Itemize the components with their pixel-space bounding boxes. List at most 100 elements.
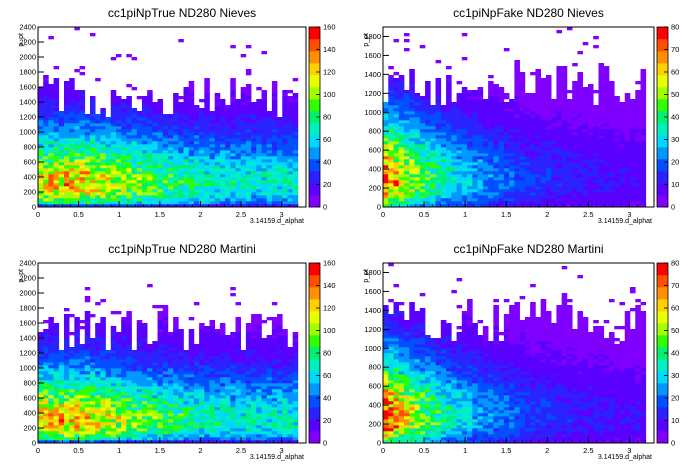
y-tick-label: 1000 — [19, 128, 36, 137]
heatmap-cell — [240, 108, 247, 112]
heatmap-cell — [38, 371, 44, 375]
heatmap-cell — [561, 135, 568, 139]
heatmap-cell — [74, 189, 80, 193]
heatmap-cell — [79, 201, 86, 205]
heatmap-cell — [566, 90, 573, 94]
heatmap-cell — [535, 81, 541, 85]
heatmap-cell — [398, 114, 405, 118]
heatmap-cell — [84, 129, 91, 133]
heatmap-cell — [619, 120, 626, 124]
heatmap-cell — [219, 174, 226, 178]
heatmap-cell — [398, 189, 405, 193]
heatmap-cell — [110, 174, 117, 178]
heatmap-cell — [157, 189, 164, 193]
heatmap-cell — [556, 75, 562, 79]
heatmap-cell — [162, 165, 169, 169]
heatmap-cell — [162, 117, 169, 121]
heatmap-cell — [282, 204, 288, 208]
heatmap-cell — [593, 117, 599, 121]
heatmap-cell — [48, 383, 54, 387]
heatmap-cell — [178, 177, 184, 181]
heatmap-cell — [121, 410, 127, 414]
heatmap-cell — [126, 311, 132, 315]
heatmap-cell — [446, 189, 452, 193]
heatmap-cell — [609, 81, 615, 85]
heatmap-cell — [136, 126, 143, 130]
heatmap-cell — [498, 96, 505, 100]
heatmap-cell — [388, 138, 394, 142]
heatmap-cell — [79, 177, 86, 181]
heatmap-cell — [446, 108, 452, 112]
heatmap-cell — [582, 144, 589, 148]
heatmap-cell — [43, 174, 49, 178]
heatmap-cell — [619, 162, 626, 166]
heatmap-cell — [131, 189, 138, 193]
heatmap-cell — [467, 120, 473, 124]
heatmap-cell — [472, 183, 478, 187]
heatmap-cell — [115, 147, 122, 151]
heatmap-cell — [115, 413, 122, 417]
heatmap-cell — [619, 177, 626, 181]
heatmap-cell — [383, 135, 389, 139]
heatmap-cell — [482, 192, 489, 196]
heatmap-cell — [204, 180, 210, 184]
heatmap-cell — [141, 171, 148, 175]
heatmap-cell — [38, 341, 44, 345]
heatmap-cell — [230, 153, 236, 157]
heatmap-cell — [530, 201, 536, 205]
heatmap-cell — [556, 84, 562, 88]
heatmap-cell — [393, 93, 400, 97]
heatmap-cell — [235, 165, 242, 169]
heatmap-cell — [204, 159, 210, 163]
heatmap-cell — [115, 347, 122, 351]
heatmap-cell — [414, 105, 421, 109]
colorbar-segment — [657, 63, 668, 76]
heatmap-cell — [199, 126, 205, 130]
heatmap-cell — [219, 138, 226, 142]
heatmap-cell — [577, 129, 584, 133]
heatmap-cell — [209, 150, 216, 154]
heatmap-cell — [551, 189, 557, 193]
heatmap-cell — [214, 171, 221, 175]
heatmap-cell — [609, 177, 615, 181]
heatmap-cell — [121, 431, 127, 435]
heatmap-cell — [121, 386, 127, 390]
heatmap-cell — [388, 159, 394, 163]
heatmap-cell — [603, 87, 610, 91]
heatmap-cell — [587, 117, 594, 121]
heatmap-cell — [498, 111, 505, 115]
heatmap-cell — [630, 117, 636, 121]
heatmap-cell — [53, 332, 60, 336]
heatmap-cell — [219, 120, 226, 124]
heatmap-cell — [609, 132, 615, 136]
heatmap-cell — [388, 147, 394, 151]
heatmap-cell — [43, 126, 49, 130]
heatmap-cell — [126, 195, 132, 199]
heatmap-cell — [261, 192, 267, 196]
heatmap-cell — [183, 195, 190, 199]
heatmap-cell — [430, 111, 436, 115]
heatmap-cell — [105, 359, 112, 363]
heatmap-cell — [292, 96, 299, 100]
heatmap-cell — [95, 365, 101, 369]
heatmap-cell — [540, 201, 547, 205]
heatmap-cell — [230, 81, 236, 85]
heatmap-cell — [219, 204, 226, 208]
heatmap-cell — [635, 156, 641, 160]
heatmap-cell — [277, 162, 283, 166]
heatmap-cell — [126, 156, 132, 160]
heatmap-cell — [292, 192, 299, 196]
heatmap-cell — [204, 150, 210, 154]
heatmap-cell — [209, 201, 216, 205]
heatmap-cell — [503, 198, 510, 202]
heatmap-cell — [58, 153, 65, 157]
heatmap-cell — [136, 183, 143, 187]
heatmap-cell — [147, 105, 153, 109]
heatmap-cell — [183, 192, 190, 196]
heatmap-cell — [141, 141, 148, 145]
heatmap-cell — [393, 177, 400, 181]
heatmap-cell — [235, 177, 242, 181]
heatmap-cell — [409, 108, 415, 112]
heatmap-cell — [74, 105, 80, 109]
heatmap-cell — [414, 150, 421, 154]
